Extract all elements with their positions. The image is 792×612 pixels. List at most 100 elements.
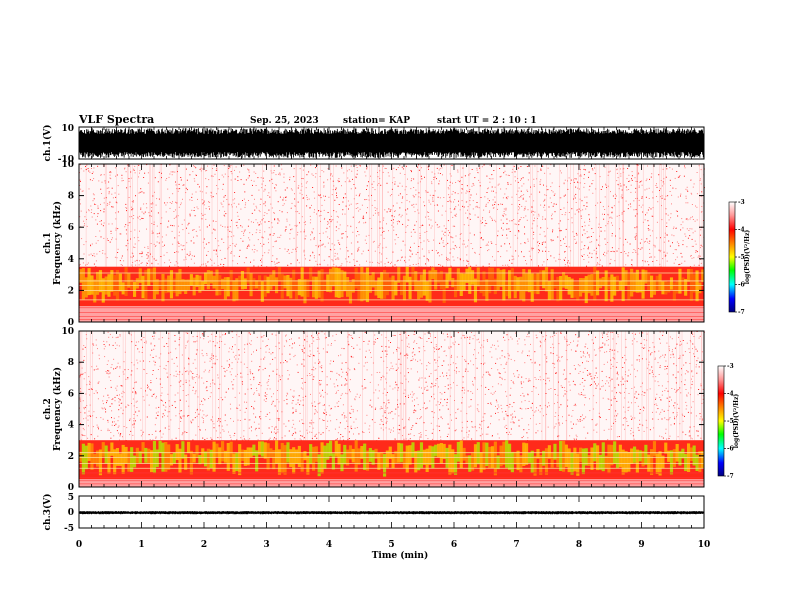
spectrogram-noise-dot [356,427,358,429]
spectrogram-noise-dot [525,200,527,202]
spectrogram-noise-dot [584,404,585,406]
spectrogram-noise-dot [163,415,165,417]
spectrogram-noise-dot [550,347,552,348]
spectrogram-noise-dot [348,256,350,258]
spectrogram-noise-dot [609,217,611,219]
spectrogram-noise-dot [142,360,144,362]
spectrogram-noise-dot [377,262,379,264]
spectrogram-noise-dot [264,188,266,190]
spectrogram-noise-dot [543,206,545,208]
spectrogram-noise-dot [598,223,600,225]
spectrogram-noise-dot [417,252,419,253]
spectrogram-noise-dot [420,175,422,177]
spectrogram-noise-dot [438,183,440,185]
spectrogram-noise-dot [241,376,243,378]
spectrogram-noise-dot [149,215,150,217]
spectrogram-noise-dot [379,408,381,410]
spectrogram-noise-dot [330,174,331,176]
spectrogram-noise-dot [558,422,560,424]
spectrogram-noise-dot [506,237,508,239]
spectrogram-noise-dot [483,209,485,211]
spectrogram-noise-dot [540,168,542,170]
spectrogram-noise-dot [394,183,396,185]
spectrogram-noise-dot [335,230,337,232]
spectrogram-noise-dot [548,377,550,379]
spectrogram-noise-dot [589,185,591,187]
spectrogram-band-segment [615,275,620,292]
spectrogram-noise-dot [448,197,450,199]
spectrogram-noise-dot [631,332,633,334]
spectrogram-noise-dot [205,208,207,210]
spectrogram-noise-dot [650,353,652,355]
spectrogram-noise-dot [442,265,444,267]
spectrogram-noise-dot [619,183,621,185]
spectrogram-noise-dot [492,178,494,180]
spectrogram-noise-dot [293,356,295,358]
spectrogram-noise-dot [380,234,382,236]
spectrogram-noise-dot [614,398,616,400]
spectrogram-noise-dot [100,429,102,431]
spectrogram-noise-dot [433,239,435,241]
spectrogram-noise-dot [577,364,579,366]
spectrogram-noise-dot [151,215,153,217]
spectrogram-band-segment [277,267,282,281]
spectrogram-noise-dot [636,213,638,215]
spectrogram-noise-dot [92,352,94,354]
spectrogram-noise-dot [245,202,247,204]
spectrogram-noise-dot [80,180,81,182]
spectrogram-noise-dot [621,212,623,214]
spectrogram-noise-dot [647,241,649,243]
spectrogram-noise-dot [463,224,465,226]
spectrogram-noise-dot [155,259,157,261]
spectrogram-noise-dot [296,224,298,226]
spectrogram-noise-dot [613,422,614,424]
spectrogram-noise-dot [503,418,505,420]
spectrogram-noise-dot [321,331,323,333]
spectrogram-noise-dot [264,392,266,394]
spectrogram-noise-dot [107,428,109,430]
spectrogram-noise-dot [119,334,121,336]
spectrogram-noise-dot [570,179,572,181]
spectrogram-noise-dot [272,370,274,372]
spectrogram-noise-dot [546,377,548,379]
spectrogram-noise-dot [627,208,629,210]
spectrogram-noise-dot [562,416,563,418]
spectrogram-noise-dot [532,238,534,240]
spectrogram-noise-dot [673,262,675,264]
spectrogram-noise-dot [394,264,396,266]
spectrogram-noise-dot [255,219,257,221]
spectrogram-noise-dot [487,341,488,342]
spectrogram-noise-dot [574,178,576,180]
spectrogram-noise-dot [295,403,297,405]
spectrogram-noise-dot [348,208,349,210]
spectrogram-noise-dot [93,178,95,180]
spectrogram-noise-dot [155,397,157,399]
spectrogram-noise-dot [361,253,363,255]
spectrogram-noise-dot [554,425,556,427]
spectrogram-noise-dot [105,197,107,199]
spectrogram-noise-dot [438,169,440,171]
spectrogram-noise-dot [531,249,533,251]
spectrogram-noise-dot [700,259,702,260]
spectrogram-noise-dot [353,368,355,370]
spectrogram-noise-dot [666,365,668,367]
spectrogram-noise-dot [310,353,312,355]
spectrogram-noise-dot [497,340,499,342]
spectrogram-noise-dot [341,414,343,416]
spectrogram-noise-dot [388,208,390,210]
spectrogram-noise-dot [552,343,554,345]
spectrogram-band-segment [539,270,543,287]
spectrogram-noise-dot [121,396,123,398]
spectrogram-noise-dot [695,364,697,366]
spectrogram-noise-dot [311,374,313,376]
spectrogram-noise-dot [366,166,368,168]
spectrogram-noise-dot [102,403,104,405]
spectrogram-noise-dot [628,204,629,206]
colorbar-tick-label: -5 [738,254,745,261]
spectrogram-noise-dot [245,257,247,259]
spectrogram-noise-dot [230,439,232,441]
spectrogram-noise-dot [151,223,153,224]
spectrogram-noise-dot [171,203,173,204]
spectrogram-noise-dot [434,190,436,192]
spectrogram-noise-dot [93,253,95,255]
